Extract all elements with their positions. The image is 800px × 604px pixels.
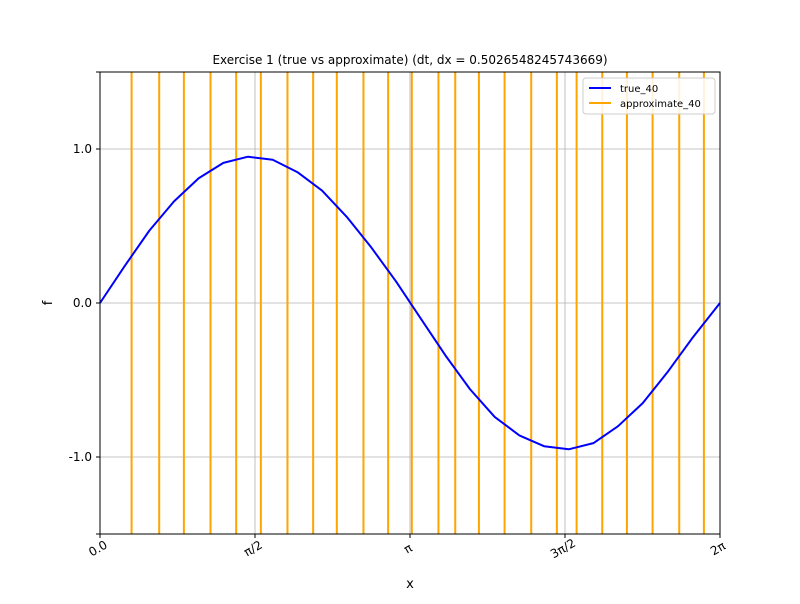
x-tick-label: π — [401, 541, 414, 557]
x-tick-label: 2π — [708, 539, 728, 559]
y-tick-label: 0.0 — [73, 296, 92, 310]
y-tick-label: -1.0 — [69, 450, 92, 464]
x-tick-label: π/2 — [241, 538, 264, 560]
legend-box — [582, 77, 716, 115]
legend-label-approximate: approximate_40 — [620, 99, 701, 110]
y-axis-ticks: 1.0 0.0 -1.0 — [69, 71, 100, 535]
legend: true_40 approximate_40 — [582, 77, 716, 115]
y-tick-label: 1.0 — [73, 142, 92, 156]
y-axis-label: f — [41, 300, 56, 305]
approximate-series — [130, 72, 705, 534]
x-axis-label: x — [406, 577, 414, 592]
true-curve — [99, 155, 721, 451]
x-tick-label: 3π/2 — [548, 536, 578, 561]
x-tick-label: 0.0 — [86, 538, 110, 560]
legend-label-true: true_40 — [620, 84, 658, 95]
true-series — [99, 155, 721, 451]
chart-title: Exercise 1 (true vs approximate) (dt, dx… — [212, 53, 607, 67]
x-axis-ticks: 0.0 π/2 π 3π/2 2π — [86, 534, 728, 561]
